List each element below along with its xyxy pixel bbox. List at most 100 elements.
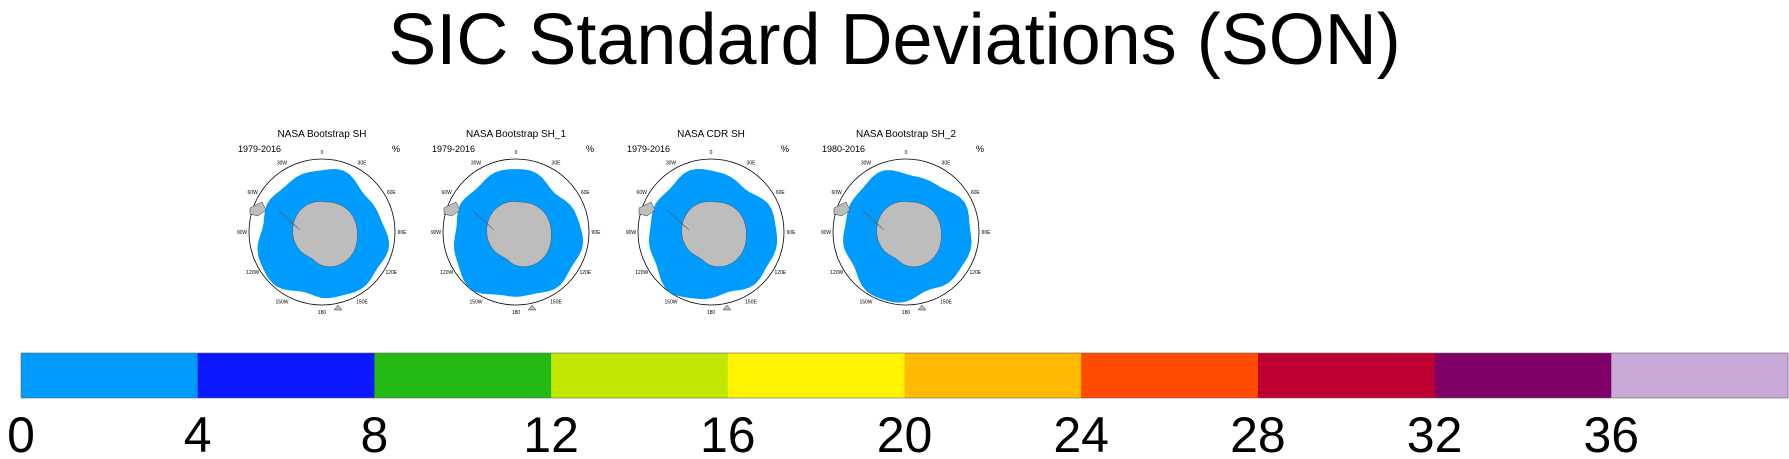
colorbar-tick-label: 16 <box>700 407 756 459</box>
longitude-label: 90E <box>787 230 797 236</box>
panel-title: NASA Bootstrap SH <box>278 129 367 140</box>
longitude-label: 90E <box>398 230 408 236</box>
longitude-label: 120E <box>579 270 591 276</box>
longitude-label: 120E <box>774 270 786 276</box>
longitude-label: 60W <box>248 190 259 196</box>
colorbar-tick-label: 20 <box>877 407 933 459</box>
south-america-landmass <box>249 201 267 217</box>
longitude-label: 30E <box>747 161 757 167</box>
longitude-label: 60W <box>442 190 453 196</box>
island-landmass <box>722 304 732 311</box>
colorbar-swatch <box>1257 353 1436 398</box>
longitude-label: 30E <box>942 161 952 167</box>
antarctic-peninsula <box>666 209 690 231</box>
colorbar-tick-label: 28 <box>1230 407 1286 459</box>
longitude-label: 120W <box>830 270 843 276</box>
map-panel: NASA Bootstrap SH_1 1979-2016 % 0 30E 60E 90E 1… <box>431 129 601 316</box>
colorbar-swatch <box>1081 353 1259 398</box>
map-panel: NASA Bootstrap SH 1979-2016 % 0 30E 60E 90E 120… <box>237 129 407 316</box>
longitude-label: 150E <box>356 299 368 305</box>
longitude-label: 0 <box>710 150 713 156</box>
panel-title: NASA Bootstrap SH_1 <box>466 129 566 140</box>
longitude-label: 60E <box>971 190 981 196</box>
colorbar-tick-label: 0 <box>7 407 35 459</box>
longitude-label: 0 <box>321 150 324 156</box>
longitude-label: 180 <box>707 310 716 316</box>
longitude-label: 150W <box>469 299 482 305</box>
longitude-label: 30E <box>358 161 368 167</box>
colorbar-tick-label: 12 <box>523 407 579 459</box>
longitude-label: 30E <box>552 161 562 167</box>
longitude-label: 120W <box>440 270 453 276</box>
colorbar: 0 4 8 12 16 20 24 28 32 36 <box>7 352 1789 459</box>
colorbar-tick-label: 32 <box>1407 407 1463 459</box>
longitude-label: 60W <box>637 190 648 196</box>
longitude-label: 90E <box>982 230 992 236</box>
colorbar-frame <box>20 352 1789 399</box>
panel-units: % <box>976 144 984 154</box>
longitude-label: 30W <box>861 161 872 167</box>
colorbar-swatch <box>1611 353 1789 398</box>
colorbar-tick-label: 24 <box>1053 407 1109 459</box>
longitude-label: 150E <box>745 299 757 305</box>
panel-units: % <box>781 144 789 154</box>
longitude-label: 0 <box>905 150 908 156</box>
colorbar-swatch <box>197 353 375 398</box>
antarctic-peninsula <box>471 209 495 231</box>
south-america-landmass <box>833 201 851 217</box>
island-landmass <box>917 304 927 311</box>
colorbar-swatch <box>727 353 905 398</box>
colorbar-tick-label: 4 <box>184 407 212 459</box>
antarctica-landmass <box>876 201 942 267</box>
longitude-label: 120W <box>246 270 259 276</box>
panel-period: 1979-2016 <box>238 144 281 154</box>
panel-units: % <box>392 144 400 154</box>
chart-title: SIC Standard Deviations (SON) <box>388 0 1401 80</box>
map-panel: NASA CDR SH 1979-2016 % 0 30E 60E 90E 120E 150E 1… <box>626 129 796 316</box>
longitude-label: 90W <box>821 230 832 236</box>
colorbar-tick-label: 8 <box>360 407 388 459</box>
colorbar-tick-label: 36 <box>1583 407 1639 459</box>
longitude-label: 180 <box>902 310 911 316</box>
longitude-label: 30W <box>471 161 482 167</box>
longitude-label: 60E <box>387 190 397 196</box>
longitude-label: 150E <box>550 299 562 305</box>
antarctica-landmass <box>292 201 358 267</box>
longitude-label: 150W <box>859 299 872 305</box>
longitude-label: 150E <box>940 299 952 305</box>
colorbar-swatch <box>904 353 1082 398</box>
longitude-label: 180 <box>512 310 521 316</box>
antarctica-landmass <box>681 201 747 267</box>
colorbar-swatch <box>374 353 552 398</box>
panel-period: 1980-2016 <box>822 144 865 154</box>
colorbar-swatch <box>1434 353 1612 398</box>
longitude-label: 150W <box>275 299 288 305</box>
panel-units: % <box>586 144 594 154</box>
south-america-landmass <box>443 201 461 217</box>
island-landmass <box>527 304 537 311</box>
panel-period: 1979-2016 <box>627 144 670 154</box>
island-landmass <box>333 304 343 311</box>
longitude-label: 180 <box>318 310 327 316</box>
map-panels: NASA Bootstrap SH 1979-2016 % 0 30E 60E 90E 120… <box>237 129 991 316</box>
antarctica-landmass <box>486 201 552 267</box>
longitude-label: 0 <box>515 150 518 156</box>
colorbar-swatch <box>551 353 729 398</box>
longitude-label: 60E <box>776 190 786 196</box>
colorbar-swatch <box>21 353 199 398</box>
longitude-label: 90W <box>626 230 637 236</box>
antarctic-peninsula <box>861 209 885 231</box>
map-panel: NASA Bootstrap SH_2 1980-2016 % 0 30E 60E 90E 1… <box>821 129 991 316</box>
panel-title: NASA CDR SH <box>677 129 745 140</box>
longitude-label: 90W <box>237 230 248 236</box>
panel-title: NASA Bootstrap SH_2 <box>856 129 956 140</box>
south-america-landmass <box>638 201 656 217</box>
longitude-label: 90W <box>431 230 442 236</box>
longitude-label: 120W <box>635 270 648 276</box>
longitude-label: 60E <box>581 190 591 196</box>
longitude-label: 30W <box>277 161 288 167</box>
longitude-label: 60W <box>832 190 843 196</box>
antarctic-peninsula <box>277 209 301 231</box>
longitude-label: 30W <box>666 161 677 167</box>
longitude-label: 120E <box>969 270 981 276</box>
